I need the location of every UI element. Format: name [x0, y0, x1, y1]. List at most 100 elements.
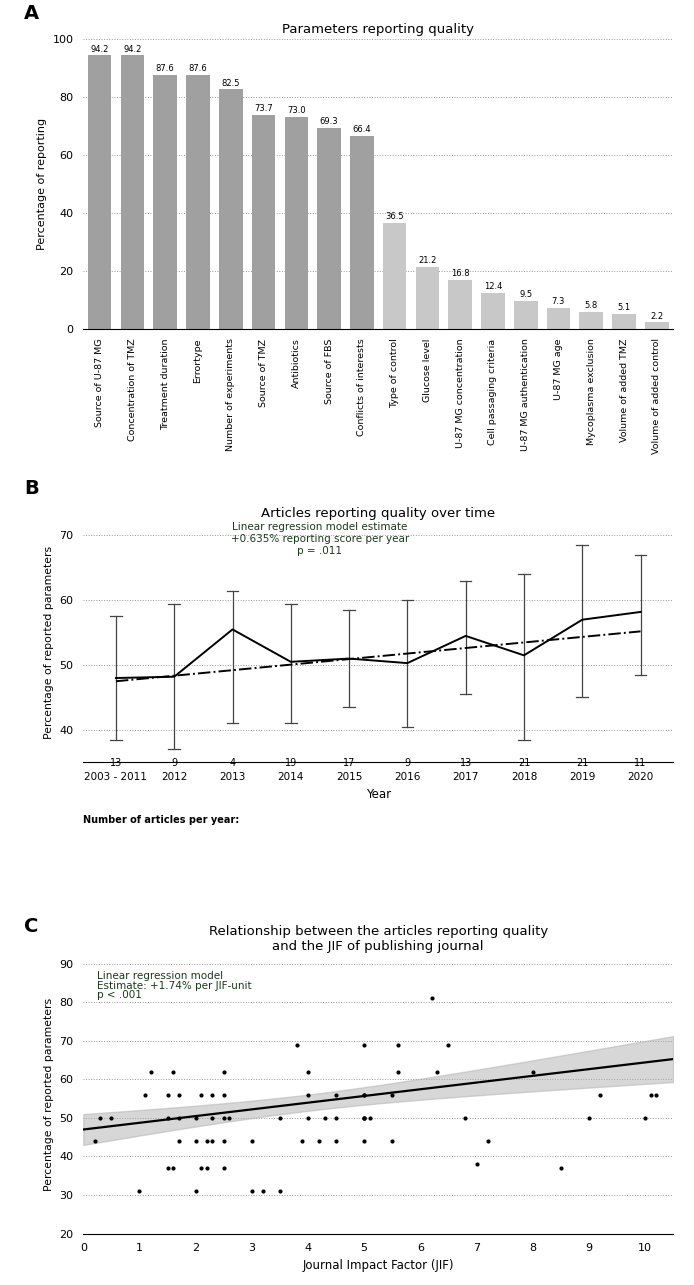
Point [201, 1158, 212, 1178]
Title: Parameters reporting quality: Parameters reporting quality [282, 23, 474, 36]
Bar [285, 117, 308, 329]
Point [274, 1108, 285, 1128]
Point [459, 1108, 471, 1128]
Point [651, 1085, 662, 1105]
Point [426, 988, 437, 1009]
Point [257, 1181, 269, 1201]
Text: C: C [24, 917, 39, 937]
Point [174, 1131, 185, 1151]
Point [207, 1131, 218, 1151]
Bar [350, 136, 373, 329]
Text: 21: 21 [576, 758, 589, 767]
Point [359, 1108, 370, 1128]
Point [303, 1108, 314, 1128]
Text: 87.6: 87.6 [189, 64, 208, 73]
Point [246, 1181, 257, 1201]
Point [246, 1131, 257, 1151]
Text: 9.5: 9.5 [519, 290, 532, 299]
Point [303, 1061, 314, 1082]
Text: 13: 13 [459, 758, 472, 767]
Point [555, 1158, 566, 1178]
Text: 17: 17 [343, 758, 355, 767]
Text: 2.2: 2.2 [650, 311, 663, 321]
Point [218, 1085, 229, 1105]
Point [190, 1181, 201, 1201]
Bar [153, 75, 177, 329]
Y-axis label: Percentage of reported parameters: Percentage of reported parameters [44, 546, 54, 739]
Text: 94.2: 94.2 [90, 45, 109, 54]
Point [168, 1158, 179, 1178]
Bar [514, 301, 537, 329]
Bar [481, 293, 505, 329]
Bar [416, 267, 439, 329]
Point [359, 1034, 370, 1055]
Point [196, 1158, 207, 1178]
Point [314, 1131, 325, 1151]
Point [297, 1131, 308, 1151]
Point [162, 1085, 173, 1105]
Point [134, 1181, 145, 1201]
Point [359, 1108, 370, 1128]
Point [359, 1108, 370, 1128]
Point [387, 1085, 398, 1105]
Text: 9: 9 [405, 758, 410, 767]
Point [330, 1108, 341, 1128]
Text: +0.635% reporting score per year: +0.635% reporting score per year [231, 533, 409, 544]
Text: 21: 21 [518, 758, 530, 767]
Point [330, 1131, 341, 1151]
Point [303, 1085, 314, 1105]
Bar [219, 90, 243, 329]
Point [196, 1085, 207, 1105]
Text: 11: 11 [634, 758, 647, 767]
Text: 87.6: 87.6 [156, 64, 175, 73]
Text: p < .001: p < .001 [97, 991, 142, 1000]
Point [94, 1108, 105, 1128]
Text: p = .011: p = .011 [298, 546, 342, 555]
Bar [252, 114, 276, 329]
X-axis label: Year: Year [366, 788, 391, 801]
Text: Number of articles per year:: Number of articles per year: [83, 815, 239, 825]
Point [190, 1108, 201, 1128]
Text: 5.1: 5.1 [618, 303, 631, 312]
Point [218, 1108, 229, 1128]
Text: Linear regression model: Linear regression model [97, 971, 223, 980]
Text: 16.8: 16.8 [451, 270, 469, 279]
Text: 4: 4 [230, 758, 235, 767]
Point [482, 1131, 493, 1151]
Text: 69.3: 69.3 [320, 117, 339, 126]
Bar [88, 55, 112, 329]
Bar [547, 307, 570, 329]
Bar [612, 314, 636, 329]
Title: Relationship between the articles reporting quality
and the JIF of publishing jo: Relationship between the articles report… [209, 925, 548, 953]
Point [207, 1085, 218, 1105]
Text: 7.3: 7.3 [552, 297, 565, 306]
Point [432, 1061, 443, 1082]
Text: Linear regression model estimate: Linear regression model estimate [232, 522, 407, 532]
Bar [186, 75, 210, 329]
Point [174, 1108, 185, 1128]
Bar [645, 323, 668, 329]
Text: 82.5: 82.5 [221, 78, 240, 87]
Point [471, 1154, 482, 1174]
Point [291, 1034, 303, 1055]
Text: 94.2: 94.2 [124, 45, 142, 54]
Point [207, 1108, 218, 1128]
Text: 21.2: 21.2 [418, 257, 437, 266]
Point [218, 1131, 229, 1151]
Text: 36.5: 36.5 [385, 212, 404, 221]
Point [527, 1061, 539, 1082]
Point [595, 1085, 606, 1105]
Bar [383, 222, 407, 329]
Point [640, 1108, 651, 1128]
Point [330, 1085, 341, 1105]
Point [359, 1085, 370, 1105]
Text: 66.4: 66.4 [353, 126, 371, 135]
Point [392, 1061, 403, 1082]
Point [145, 1061, 156, 1082]
Point [645, 1085, 657, 1105]
Point [168, 1061, 179, 1082]
Point [218, 1158, 229, 1178]
Text: 73.7: 73.7 [254, 104, 273, 113]
Point [364, 1108, 375, 1128]
Point [387, 1131, 398, 1151]
